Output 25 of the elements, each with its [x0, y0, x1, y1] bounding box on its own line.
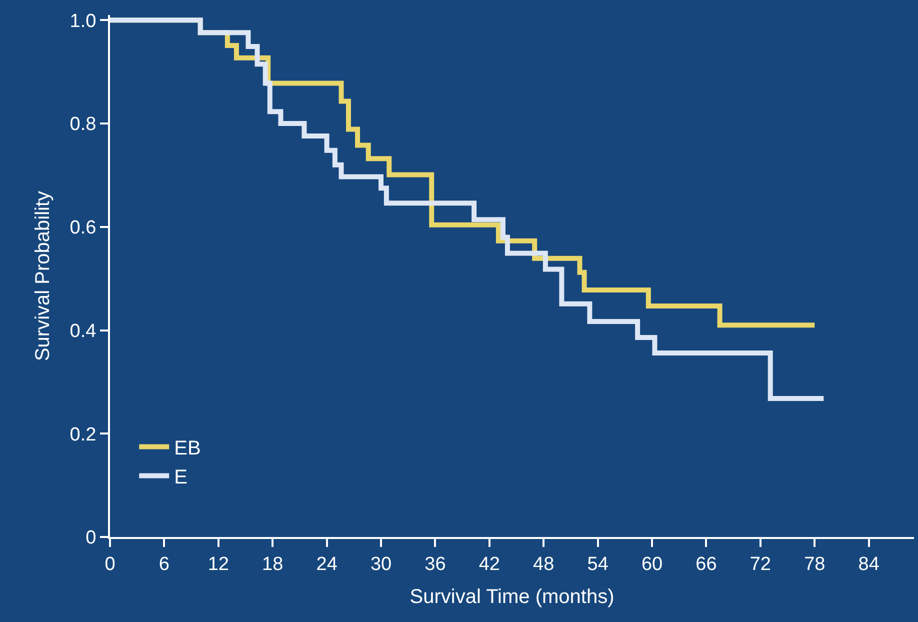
x-tick-label: 60 [641, 554, 663, 575]
y-tick-label: 0 [86, 528, 96, 549]
x-tick-label: 24 [316, 554, 338, 575]
x-tick-label: 6 [158, 554, 170, 575]
legend-label: EB [174, 438, 201, 460]
y-axis-title: Survival Probability [32, 190, 54, 362]
x-tick-label: 84 [858, 554, 880, 575]
x-tick-label: 30 [370, 554, 392, 575]
y-tick-label: 1.0 [70, 10, 96, 32]
x-tick-label: 12 [208, 554, 229, 575]
x-tick-label: 72 [750, 554, 771, 575]
x-tick-label: 36 [424, 554, 446, 575]
x-tick-label: 54 [587, 554, 609, 575]
y-tick-label: 0.6 [70, 218, 96, 239]
y-tick-label: 0.8 [70, 114, 96, 136]
x-tick-label: 48 [533, 554, 554, 575]
x-axis-title: Survival Time (months) [410, 586, 614, 608]
y-tick-label: 0.4 [70, 320, 97, 342]
x-tick-label: 42 [478, 554, 500, 575]
y-tick-label: 0.2 [70, 424, 96, 446]
x-tick-label: 66 [696, 554, 717, 575]
legend-label: E [174, 466, 188, 489]
x-tick-label: 0 [104, 554, 116, 575]
x-tick-label: 78 [804, 554, 826, 575]
x-tick-label: 18 [262, 554, 284, 575]
